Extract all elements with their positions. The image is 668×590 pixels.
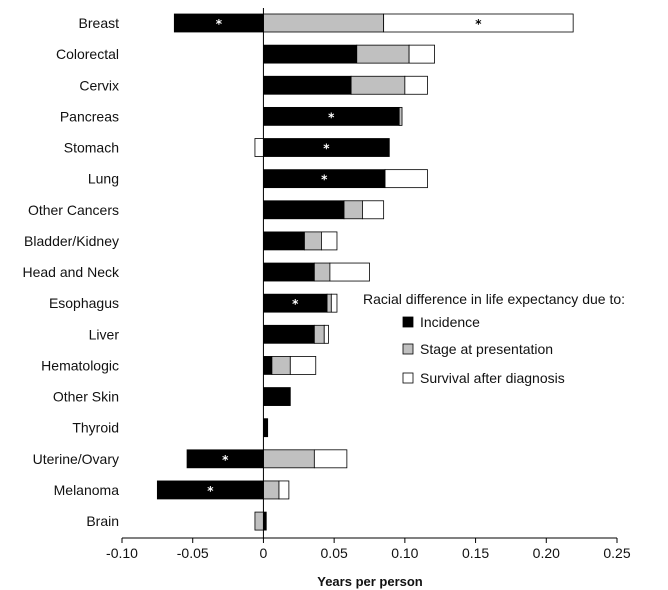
category-label-other-cancers: Other Cancers [28, 202, 119, 218]
x-tick-label: 0.05 [321, 545, 348, 561]
x-tick-label: 0.20 [533, 545, 560, 561]
category-label-lung: Lung [88, 171, 119, 187]
bar-melanoma-series-1 [263, 480, 280, 500]
legend: Racial difference in life expectancy due… [363, 291, 625, 386]
category-label-stomach: Stomach [64, 140, 119, 156]
bar-cervix-series-0 [263, 75, 352, 95]
category-label-breast: Breast [79, 15, 120, 31]
x-tick-label: -0.05 [177, 545, 209, 561]
significance-star-stomach: * [323, 142, 330, 156]
category-label-hematologic: Hematologic [41, 357, 119, 373]
significance-star-lung: * [321, 173, 328, 187]
significance-star-uterine-ovary: * [222, 453, 229, 467]
bar-melanoma-series-2 [278, 480, 290, 500]
bar-uterine-ovary-series-1 [263, 449, 315, 469]
bar-colorectal-series-2 [408, 44, 435, 64]
bar-cervix-series-2 [404, 75, 428, 95]
bar-liver-series-0 [263, 324, 315, 344]
significance-star-esophagus: * [292, 297, 299, 311]
bar-bladder-kidney-series-2 [321, 231, 338, 251]
bar-bladder-kidney-series-0 [263, 231, 305, 251]
category-label-other-skin: Other Skin [53, 389, 119, 405]
bar-colorectal-series-1 [356, 44, 410, 64]
bar-pancreas-series-1 [398, 106, 403, 126]
x-axis-title: Years per person [317, 574, 423, 589]
category-label-pancreas: Pancreas [60, 108, 119, 124]
category-labels: Breast Colorectal Cervix Pancreas Stomach Lun… [22, 15, 120, 529]
category-label-liver: Liver [89, 326, 120, 342]
significance-markers: * * * * * * * * [207, 17, 482, 498]
bar-lung-series-2 [384, 169, 428, 189]
bar-brain-series-1 [254, 511, 264, 531]
bar-other-cancers-series-1 [343, 200, 363, 220]
significance-star-melanoma: * [207, 484, 214, 498]
legend-label-1: Stage at presentation [420, 341, 553, 357]
legend-swatch-0 [402, 316, 414, 328]
bar-breast-series-1 [263, 13, 385, 33]
bar-head-and-neck-series-1 [313, 262, 331, 282]
bar-cervix-series-1 [350, 75, 406, 95]
legend-label-0: Incidence [420, 314, 480, 330]
bar-bladder-kidney-series-1 [304, 231, 322, 251]
category-label-head-and-neck: Head and Neck [22, 264, 120, 280]
category-label-bladder-kidney: Bladder/Kidney [24, 233, 119, 249]
bar-hematologic-series-2 [289, 356, 317, 375]
bar-esophagus-series-1 [326, 293, 332, 313]
bar-liver-series-2 [323, 324, 329, 344]
bar-stomach-series-2 [254, 138, 264, 157]
bar-other-cancers-series-2 [362, 200, 385, 220]
category-label-esophagus: Esophagus [49, 295, 119, 311]
category-label-brain: Brain [86, 513, 119, 529]
x-tick-label: 0 [260, 545, 268, 561]
x-tick-labels: -0.10 -0.05 0 0.05 0.10 0.15 0.20 0.25 [106, 545, 631, 561]
category-label-cervix: Cervix [79, 77, 119, 93]
significance-star-breast: * [475, 17, 482, 31]
bars [156, 13, 574, 531]
bar-thyroid-series-0 [263, 418, 269, 438]
bar-breast-series-2 [383, 13, 574, 33]
axes [121, 8, 618, 543]
category-label-melanoma: Melanoma [54, 482, 120, 498]
legend-swatch-1 [402, 343, 414, 355]
category-label-thyroid: Thyroid [72, 420, 119, 436]
bar-esophagus-series-2 [330, 293, 338, 313]
x-tick-label: -0.10 [106, 545, 138, 561]
bar-head-and-neck-series-0 [263, 262, 315, 282]
bar-head-and-neck-series-2 [329, 262, 370, 282]
x-tick-label: 0.25 [603, 545, 630, 561]
x-tick-label: 0.10 [391, 545, 418, 561]
bar-uterine-ovary-series-2 [313, 449, 348, 469]
bar-liver-series-1 [313, 324, 325, 344]
category-label-uterine-ovary: Uterine/Ovary [33, 451, 119, 467]
bar-other-skin-series-0 [263, 387, 291, 406]
bar-hematologic-series-0 [263, 356, 273, 375]
significance-star-pancreas: * [328, 110, 335, 124]
bar-hematologic-series-1 [271, 356, 291, 375]
legend-swatch-2 [402, 372, 414, 384]
legend-label-2: Survival after diagnosis [420, 370, 565, 386]
legend-title: Racial difference in life expectancy due… [363, 291, 625, 307]
bar-colorectal-series-0 [263, 44, 358, 64]
significance-star-breast: * [216, 17, 223, 31]
category-label-colorectal: Colorectal [56, 46, 119, 62]
bar-other-cancers-series-0 [263, 200, 345, 220]
x-tick-label: 0.15 [462, 545, 489, 561]
